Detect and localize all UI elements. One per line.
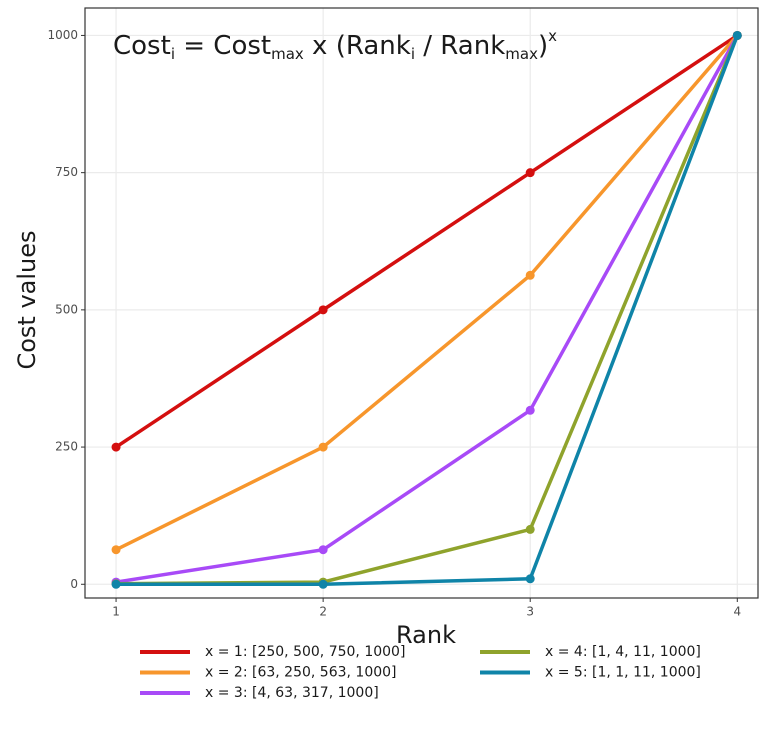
formula-part: max bbox=[505, 45, 538, 63]
panel-border bbox=[84, 7, 759, 599]
formula-part: i bbox=[171, 45, 175, 63]
legend-label: x = 3: [4, 63, 317, 1000] bbox=[205, 685, 379, 701]
y-tick-label: 750 bbox=[55, 165, 78, 179]
data-point bbox=[318, 305, 328, 315]
data-point bbox=[318, 579, 328, 589]
data-point bbox=[525, 574, 535, 584]
formula-part: max bbox=[271, 45, 304, 63]
x-tick-label: 3 bbox=[526, 605, 534, 619]
data-point bbox=[525, 270, 535, 280]
legend-label: x = 1: [250, 500, 750, 1000] bbox=[205, 644, 405, 660]
grid bbox=[85, 8, 758, 598]
x-tick-label: 2 bbox=[319, 605, 327, 619]
x-tick-label: 4 bbox=[733, 605, 741, 619]
formula-part: = Cost bbox=[175, 31, 271, 61]
data-point bbox=[732, 30, 742, 40]
data-point bbox=[525, 168, 535, 178]
series-line bbox=[115, 34, 739, 584]
legend-label: x = 4: [1, 4, 11, 1000] bbox=[545, 644, 701, 660]
y-tick-label: 1000 bbox=[47, 28, 78, 42]
data-point bbox=[111, 545, 121, 555]
series-line bbox=[115, 33, 739, 449]
data-point bbox=[111, 579, 121, 589]
data-point bbox=[111, 442, 121, 452]
formula-part: ) bbox=[538, 31, 548, 61]
data-point bbox=[318, 442, 328, 452]
formula-part: x (Rank bbox=[304, 31, 411, 61]
legend-label: x = 2: [63, 250, 563, 1000] bbox=[205, 665, 397, 681]
formula-annotation: Costi = Costmax x (Ranki / Rankmax)x bbox=[113, 27, 557, 63]
x-axis-label: Rank bbox=[396, 621, 456, 649]
y-tick-label: 0 bbox=[70, 577, 78, 591]
formula-part: x bbox=[548, 27, 557, 45]
plot-area bbox=[111, 30, 742, 589]
y-tick-label: 500 bbox=[55, 302, 78, 316]
formula-part: / Rank bbox=[415, 31, 505, 61]
legend-label: x = 5: [1, 1, 11, 1000] bbox=[545, 665, 701, 681]
data-point bbox=[525, 405, 535, 415]
formula-part: i bbox=[411, 45, 415, 63]
y-tick-label: 250 bbox=[55, 440, 78, 454]
series-line bbox=[116, 34, 739, 587]
data-point bbox=[318, 545, 328, 555]
series-line bbox=[115, 34, 739, 552]
data-point bbox=[525, 524, 535, 534]
x-tick-label: 1 bbox=[112, 605, 120, 619]
formula-part: Cost bbox=[113, 31, 171, 61]
y-axis-label: Cost values bbox=[13, 230, 41, 369]
